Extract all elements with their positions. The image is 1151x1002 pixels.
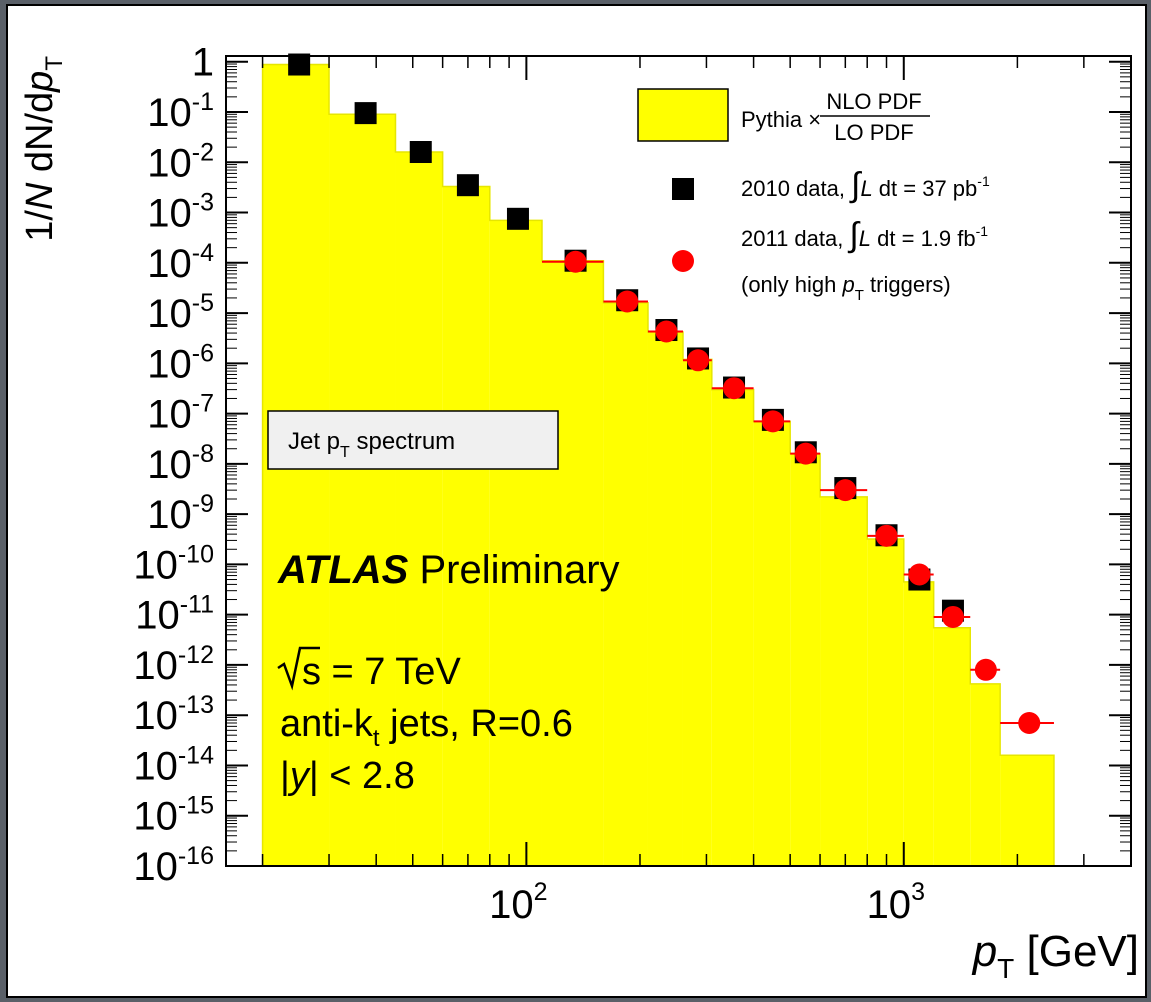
y-tick-label: 10-13 bbox=[133, 691, 214, 738]
histogram-bar bbox=[489, 220, 542, 866]
data-2011-marker bbox=[1018, 711, 1041, 734]
histogram-bar bbox=[603, 302, 648, 866]
x-tick-label: 103 bbox=[867, 878, 925, 927]
sqrt-symbol bbox=[277, 646, 320, 691]
data-2010-marker bbox=[409, 141, 432, 164]
histogram-bar bbox=[903, 581, 934, 866]
legend-2010-label: 2010 data, ∫L dt = 37 pb-1 bbox=[741, 166, 990, 204]
y-tick-label: 10-1 bbox=[147, 88, 214, 135]
histogram-layer bbox=[261, 63, 1055, 867]
y-tick-label: 10-12 bbox=[133, 641, 214, 688]
x-axis-label: pT [GeV] bbox=[971, 927, 1139, 984]
x-tick-label: 102 bbox=[489, 878, 547, 927]
data-2011-marker bbox=[908, 563, 931, 586]
data-2011-marker bbox=[687, 349, 710, 372]
y-tick-label: 10-7 bbox=[147, 390, 214, 437]
jet-algorithm-label: anti-kt jets, R=0.6 bbox=[280, 703, 573, 752]
y-axis-label: 1/N dN/dpT bbox=[19, 56, 68, 242]
y-tick-label: 10-14 bbox=[133, 741, 214, 788]
y-tick-label: 10-10 bbox=[133, 540, 214, 587]
legend-2010-marker bbox=[672, 178, 694, 200]
data-2010-marker bbox=[288, 53, 311, 76]
histogram-outline bbox=[261, 63, 1055, 866]
legend-2011-label: 2011 data, ∫L dt = 1.9 fb-1 bbox=[741, 216, 988, 254]
histogram-bar bbox=[329, 114, 396, 867]
figure-frame: 1 10-1 10-2 10-3 10-4 10-5 10-6 10-7 10-8 10-9 10-… bbox=[6, 4, 1147, 998]
legend-trigger-note: (only high pT triggers) bbox=[741, 272, 951, 304]
jet-pt-spectrum-chart: 110-110-210-310-410-510-610-710-810-910-… bbox=[19, 41, 1139, 984]
y-tick-label: 10-15 bbox=[133, 792, 214, 839]
y-tick-label: 10-8 bbox=[147, 440, 214, 487]
legend-2011-marker bbox=[672, 250, 694, 272]
data-2010-marker bbox=[506, 207, 529, 230]
histogram-bar bbox=[820, 496, 868, 866]
data-2011-marker bbox=[655, 320, 678, 343]
data-2011-marker bbox=[941, 605, 964, 628]
energy-label: s = 7 TeV bbox=[302, 651, 461, 693]
data-2011-marker bbox=[616, 290, 639, 313]
y-tick-label: 10-9 bbox=[147, 490, 214, 537]
legend-histogram-label: Pythia × bbox=[741, 107, 821, 132]
y-tick-label: 1 bbox=[192, 41, 214, 85]
data-2010-marker bbox=[354, 102, 377, 125]
y-tick-label: 10-2 bbox=[147, 138, 214, 185]
data-2011-marker bbox=[875, 524, 898, 547]
histogram-bar bbox=[682, 359, 712, 866]
y-tick-label: 10-16 bbox=[133, 842, 214, 889]
data-2011-marker bbox=[723, 377, 746, 400]
histogram-bar bbox=[1000, 755, 1054, 866]
data-2011-marker bbox=[761, 410, 784, 433]
rapidity-cut-label: |y| < 2.8 bbox=[280, 755, 415, 797]
histogram-bar bbox=[970, 683, 1001, 866]
data-2011-marker bbox=[834, 479, 857, 502]
y-tick-label: 10-3 bbox=[147, 189, 214, 236]
y-tick-label: 10-11 bbox=[135, 591, 214, 638]
spectrum-label-box bbox=[267, 410, 559, 470]
histogram-bar bbox=[442, 186, 490, 866]
histogram-bar bbox=[541, 260, 604, 866]
axes-layer: 110-110-210-310-410-510-610-710-810-910-… bbox=[19, 41, 1139, 984]
histogram-bar bbox=[647, 332, 683, 866]
axes-frame bbox=[225, 55, 1132, 867]
histogram-bar bbox=[867, 539, 904, 866]
data-2011-marker bbox=[564, 250, 587, 273]
legend-histogram-swatch bbox=[637, 88, 729, 142]
histogram-bar bbox=[790, 453, 821, 866]
histogram-bar bbox=[753, 421, 791, 866]
histogram-bar bbox=[933, 627, 971, 866]
data-points-layer bbox=[288, 53, 1054, 734]
histogram-bar bbox=[395, 152, 443, 866]
y-tick-label: 10-5 bbox=[147, 289, 214, 336]
data-2011-marker bbox=[974, 658, 997, 681]
atlas-preliminary-label: ATLAS Preliminary bbox=[277, 548, 620, 592]
spectrum-label-text: Jet pT spectrum bbox=[288, 428, 455, 461]
data-2010-marker bbox=[456, 174, 479, 197]
legend-fraction-denominator: LO PDF bbox=[834, 120, 913, 145]
y-tick-label: 10-6 bbox=[147, 339, 214, 386]
text-layer: Pythia × NLO PDF LO PDF 2010 data, ∫L dt =… bbox=[267, 88, 990, 797]
histogram-bar bbox=[711, 389, 754, 866]
y-tick-label: 10-4 bbox=[147, 239, 214, 286]
legend-fraction-numerator: NLO PDF bbox=[826, 89, 921, 114]
data-2011-marker bbox=[794, 442, 817, 465]
